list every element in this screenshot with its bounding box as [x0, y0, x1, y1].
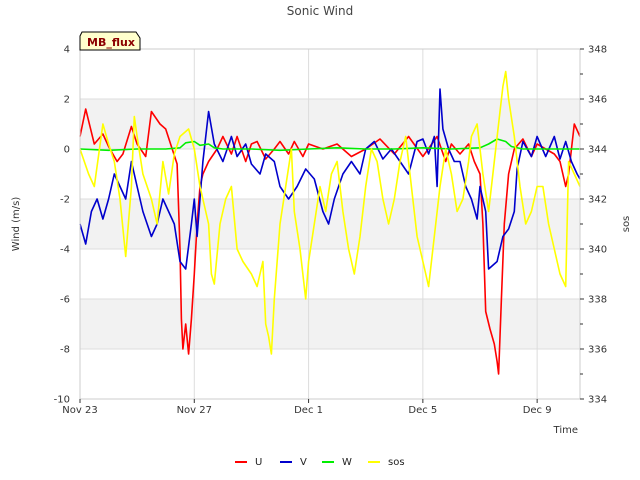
x-axis-title: Time: [553, 425, 578, 436]
y2-tick-label: 342: [588, 195, 607, 206]
legend-label: sos: [388, 457, 405, 468]
background-band: [80, 299, 580, 349]
series-line-v: [79, 88, 581, 270]
x-tick-label: Nov 23: [62, 405, 97, 416]
legend-label: V: [300, 457, 307, 468]
series-line-u: [79, 108, 581, 375]
chart-title: Sonic Wind: [287, 4, 353, 18]
y-tick-label: 0: [64, 145, 70, 156]
y-tick-label: 4: [64, 45, 70, 56]
x-tick-label: Dec 5: [408, 405, 437, 416]
x-tick-label: Dec 9: [523, 405, 552, 416]
x-tick-label: Dec 1: [294, 405, 323, 416]
legend-item-sos: sos: [368, 457, 405, 468]
series-line-sos: [79, 70, 581, 355]
y2-tick-label: 334: [588, 395, 607, 406]
series-layer: [79, 70, 581, 375]
legend-label: U: [255, 457, 262, 468]
y2-tick-label: 336: [588, 345, 607, 356]
badge: MB_flux: [79, 31, 141, 51]
y-tick-label: -8: [60, 345, 70, 356]
legend-label: W: [342, 457, 352, 468]
x-tick-label: Nov 27: [177, 405, 212, 416]
badge-box: [79, 31, 141, 51]
y-tick-label: -4: [60, 245, 70, 256]
y2-tick-label: 338: [588, 295, 607, 306]
y2-tick-label: 344: [588, 145, 607, 156]
background-bands: [80, 99, 580, 349]
y2-tick-label: 340: [588, 245, 607, 256]
y-tick-label: -6: [60, 295, 70, 306]
legend-item-w: W: [322, 457, 352, 468]
background-band: [80, 199, 580, 249]
y2-tick-label: 346: [588, 95, 607, 106]
series-line-w: [79, 138, 580, 152]
y-tick-label: 2: [64, 95, 70, 106]
badge-label: MB_flux: [87, 36, 135, 49]
legend-item-v: V: [280, 457, 307, 468]
y2-tick-label: 348: [588, 45, 607, 56]
y-axis-title: Wind (m/s): [11, 197, 22, 252]
y2-axis-title: sos: [621, 216, 632, 233]
legend-item-u: U: [235, 457, 262, 468]
y-tick-label: -2: [60, 195, 70, 206]
y-tick-label: -10: [54, 395, 70, 406]
